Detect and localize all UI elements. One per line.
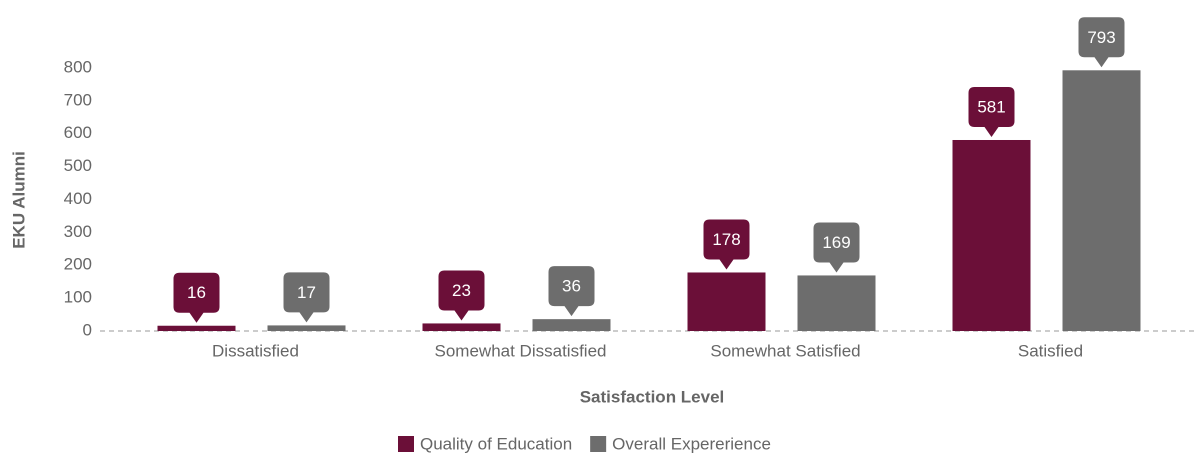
value-label: 23 — [452, 281, 471, 300]
bar — [267, 325, 346, 331]
value-label: 17 — [297, 283, 316, 302]
x-tick-label: Somewhat Dissatisfied — [435, 341, 607, 360]
bar — [532, 319, 611, 331]
y-tick-label: 700 — [64, 90, 92, 109]
value-label: 793 — [1087, 28, 1115, 47]
bar — [687, 272, 766, 331]
y-tick-label: 200 — [64, 255, 92, 274]
value-label: 16 — [187, 283, 206, 302]
value-label: 581 — [977, 97, 1005, 116]
y-axis-title: EKU Alumni — [9, 151, 28, 249]
x-tick-label: Satisfied — [1018, 341, 1083, 360]
value-callout — [813, 222, 860, 273]
y-tick-label: 500 — [64, 156, 92, 175]
value-callout — [438, 270, 485, 321]
x-tick-label: Dissatisfied — [212, 341, 299, 360]
bar — [422, 323, 501, 331]
legend-label: Quality of Education — [420, 434, 572, 453]
y-tick-label: 0 — [83, 320, 92, 339]
legend-label: Overall Expererience — [612, 434, 771, 453]
y-tick-label: 100 — [64, 288, 92, 307]
y-tick-label: 800 — [64, 57, 92, 76]
y-tick-label: 300 — [64, 222, 92, 241]
x-axis-title: Satisfaction Level — [580, 387, 725, 406]
y-tick-label: 400 — [64, 189, 92, 208]
value-callout — [173, 272, 220, 323]
value-callout — [283, 272, 330, 323]
y-tick-label: 600 — [64, 123, 92, 142]
value-callout — [968, 86, 1015, 137]
bar — [1062, 70, 1141, 332]
value-callout — [703, 219, 750, 270]
legend-swatch — [398, 436, 414, 452]
legend-swatch — [590, 436, 607, 452]
bar — [952, 139, 1031, 331]
bar — [157, 325, 236, 331]
value-callout — [1078, 17, 1125, 68]
x-tick-label: Somewhat Satisfied — [710, 341, 860, 360]
value-callout — [548, 266, 595, 317]
value-label: 169 — [822, 233, 850, 252]
bar — [797, 275, 876, 331]
value-label: 36 — [562, 277, 581, 296]
value-label: 178 — [712, 230, 740, 249]
